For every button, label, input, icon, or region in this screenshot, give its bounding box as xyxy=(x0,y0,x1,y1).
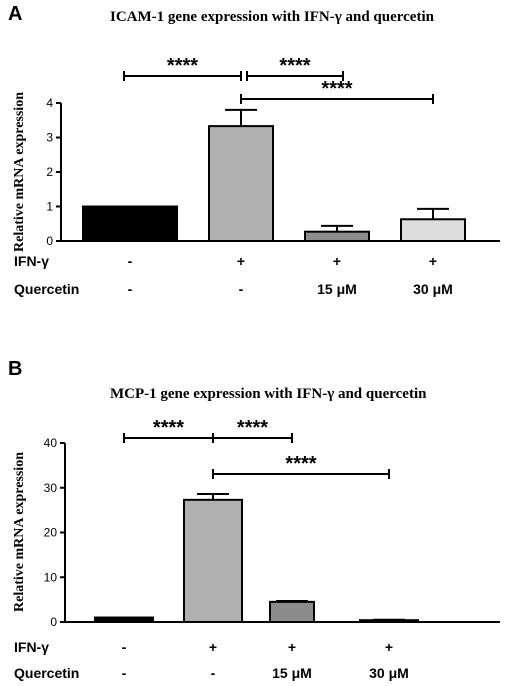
y-axis-label: Relative mRNA expression xyxy=(12,452,27,612)
condition-label: IFN-γ xyxy=(14,639,49,655)
significance-label: **** xyxy=(321,78,352,100)
condition-value: - xyxy=(128,281,133,297)
chart-panel-b: B MCP-1 gene expression with IFN-γ and qu… xyxy=(8,358,500,681)
condition-value: 15 μM xyxy=(272,665,312,681)
y-tick-label: 0 xyxy=(46,234,53,248)
significance-label: **** xyxy=(153,417,184,439)
condition-value: + xyxy=(333,253,341,269)
bar xyxy=(269,600,315,623)
condition-label: Quercetin xyxy=(14,665,79,681)
significance-label: **** xyxy=(279,55,310,77)
y-tick-label: 20 xyxy=(44,526,58,540)
bar xyxy=(208,125,274,242)
condition-value: + xyxy=(429,253,437,269)
y-axis-label: Relative mRNA expression xyxy=(12,92,27,252)
y-tick-label: 4 xyxy=(46,96,53,110)
condition-value: - xyxy=(211,665,216,681)
bar xyxy=(94,616,154,624)
condition-value: + xyxy=(209,639,217,655)
condition-label: IFN-γ xyxy=(14,253,49,269)
chart-panel-a: A ICAM-1 gene expression with IFN-γ and q… xyxy=(8,3,500,297)
chart-title: ICAM-1 gene expression with IFN-γ and qu… xyxy=(110,9,435,25)
condition-value: + xyxy=(385,639,393,655)
condition-value: 30 μM xyxy=(413,281,453,297)
y-tick-label: 3 xyxy=(46,131,53,145)
significance-label: **** xyxy=(285,453,316,475)
condition-value: 30 μM xyxy=(369,665,409,681)
condition-label: Quercetin xyxy=(14,281,79,297)
y-tick-label: 30 xyxy=(44,481,58,495)
condition-value: + xyxy=(288,639,296,655)
bar xyxy=(183,498,243,623)
panel-letter: A xyxy=(8,3,22,25)
condition-value: - xyxy=(122,665,127,681)
y-tick-label: 1 xyxy=(46,200,53,214)
significance-label: **** xyxy=(167,55,198,77)
bar xyxy=(304,230,370,242)
condition-value: 15 μM xyxy=(317,281,357,297)
condition-value: - xyxy=(122,639,127,655)
y-tick-label: 2 xyxy=(46,165,53,179)
condition-value: + xyxy=(237,253,245,269)
chart-title: MCP-1 gene expression with IFN-γ and que… xyxy=(110,386,427,402)
y-tick-label: 0 xyxy=(50,615,57,629)
significance-label: **** xyxy=(237,417,268,439)
condition-value: - xyxy=(239,281,244,297)
panel-letter: B xyxy=(8,358,22,380)
condition-value: - xyxy=(128,253,133,269)
y-tick-label: 10 xyxy=(44,570,58,584)
y-tick-label: 40 xyxy=(44,436,58,450)
bar xyxy=(82,205,178,242)
bar xyxy=(400,218,466,242)
